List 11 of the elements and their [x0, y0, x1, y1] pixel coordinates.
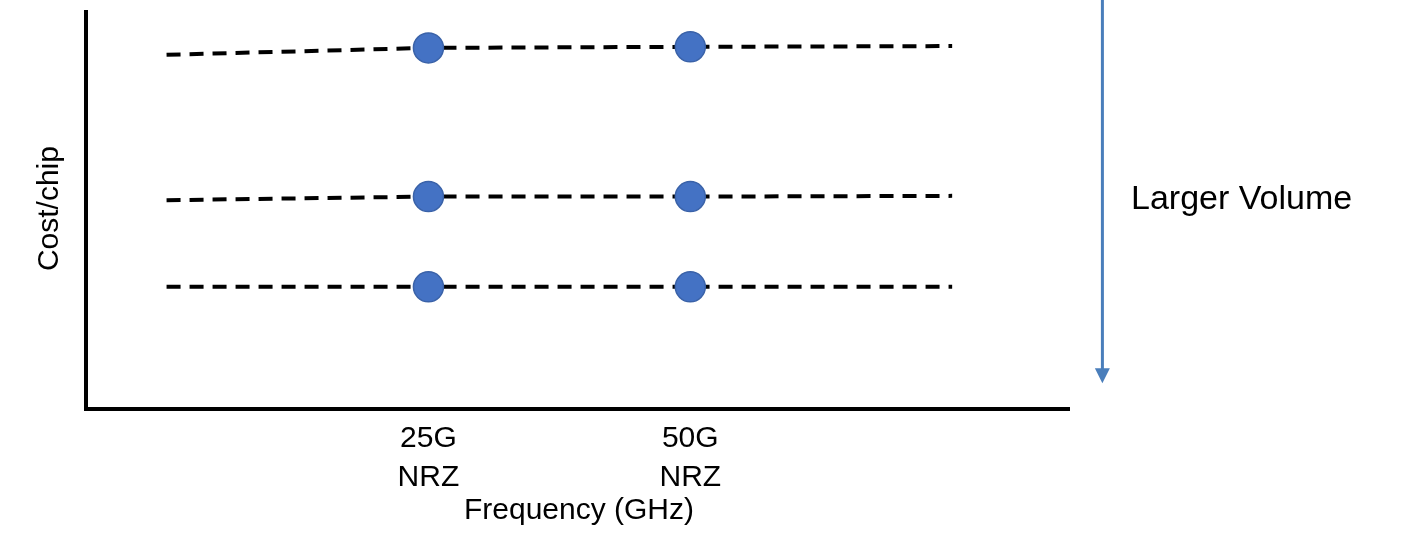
point: [412, 180, 445, 213]
x-axis-title: Frequency (GHz): [463, 492, 695, 525]
point: [674, 180, 707, 213]
text: Larger Volume: [1131, 178, 1353, 216]
y-axis-title: Cost/chip: [31, 146, 65, 272]
point: [412, 271, 445, 303]
point: [674, 271, 707, 303]
x-tick-label: 50G NRZ: [659, 420, 722, 492]
point: [412, 32, 445, 64]
point: [674, 31, 707, 63]
x-tick-label: 25G NRZ: [397, 420, 460, 492]
